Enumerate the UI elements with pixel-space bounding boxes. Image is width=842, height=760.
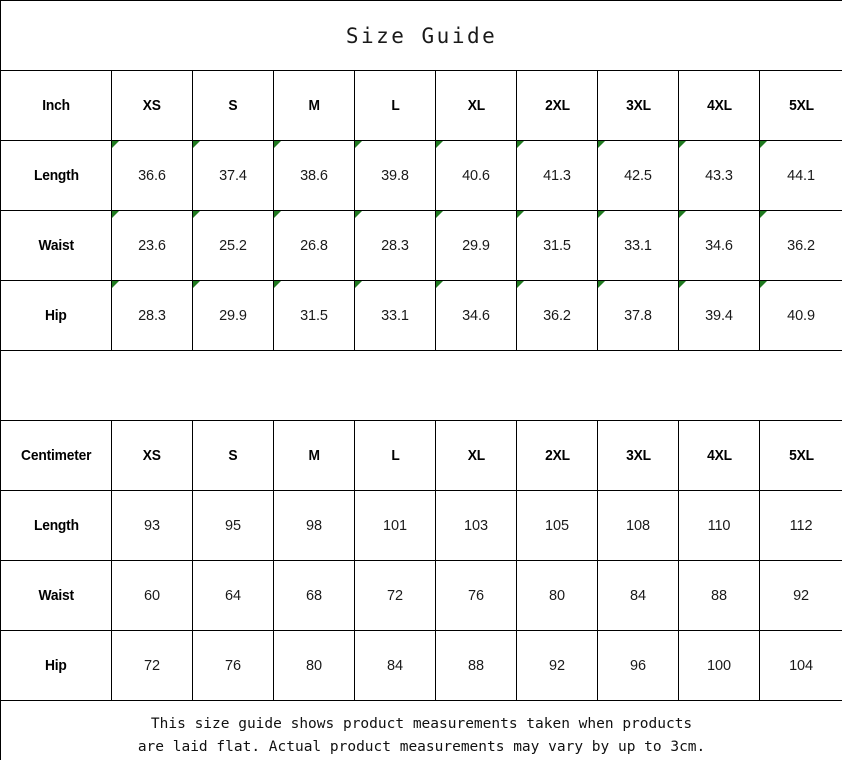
footer-note: This size guide shows product measuremen… bbox=[137, 716, 706, 755]
table-separator bbox=[0, 350, 842, 421]
cm-header-xl: XL bbox=[435, 420, 517, 491]
inch-waist-xs: 23.6 bbox=[111, 210, 193, 281]
inch-header-5xl: 5XL bbox=[758, 70, 842, 141]
inch-hip-2xl: 36.2 bbox=[516, 280, 598, 351]
inch-header-2xl: 2XL bbox=[516, 70, 598, 141]
cm-length-5xl: 112 bbox=[758, 490, 842, 561]
inch-hip-4xl: 39.4 bbox=[678, 280, 760, 351]
table-row: Waist 60 64 68 72 76 80 bbox=[0, 560, 842, 631]
cm-hip-s: 76 bbox=[192, 630, 274, 701]
cm-header-s: S bbox=[192, 420, 274, 491]
page-title: Size Guide bbox=[345, 23, 498, 48]
inch-waist-s: 25.2 bbox=[192, 210, 274, 281]
footer-note-cell: This size guide shows product measuremen… bbox=[0, 700, 842, 760]
cm-waist-4xl: 88 bbox=[678, 560, 760, 631]
table-row: Length 36.6 37.4 38.6 39.8 40.6 bbox=[0, 140, 842, 211]
document-title-cell: Size Guide bbox=[0, 0, 842, 71]
cm-length-4xl: 110 bbox=[678, 490, 760, 561]
cm-hip-3xl: 96 bbox=[597, 630, 679, 701]
inch-row-label-waist: Waist bbox=[0, 210, 112, 281]
inch-header-xl: XL bbox=[435, 70, 517, 141]
table-row: Waist 23.6 25.2 26.8 28.3 29.9 3 bbox=[0, 210, 842, 281]
cm-waist-xl: 76 bbox=[435, 560, 517, 631]
inch-length-3xl: 42.5 bbox=[597, 140, 679, 211]
cm-waist-s: 64 bbox=[192, 560, 274, 631]
table-row: Length 93 95 98 101 103 105 bbox=[0, 490, 842, 561]
cm-header-3xl: 3XL bbox=[597, 420, 679, 491]
inch-waist-xl: 29.9 bbox=[435, 210, 517, 281]
cm-hip-m: 80 bbox=[273, 630, 355, 701]
inch-hip-l: 33.1 bbox=[354, 280, 436, 351]
inch-length-s: 37.4 bbox=[192, 140, 274, 211]
cm-waist-5xl: 92 bbox=[758, 560, 842, 631]
inch-length-4xl: 43.3 bbox=[678, 140, 760, 211]
cm-unit-header: Centimeter bbox=[0, 420, 112, 491]
cm-waist-m: 68 bbox=[273, 560, 355, 631]
cm-header-row: Centimeter XS S M L XL 2XL bbox=[0, 420, 842, 491]
inch-header-xs: XS bbox=[111, 70, 193, 141]
inch-hip-3xl: 37.8 bbox=[597, 280, 679, 351]
cm-header-2xl: 2XL bbox=[516, 420, 598, 491]
inch-header-row: Inch XS S M L XL 2XL bbox=[0, 70, 842, 141]
cm-row-label-hip: Hip bbox=[0, 630, 112, 701]
inch-length-m: 38.6 bbox=[273, 140, 355, 211]
cm-waist-xs: 60 bbox=[111, 560, 193, 631]
table-row: Hip 28.3 29.9 31.5 33.1 34.6 36. bbox=[0, 280, 842, 351]
spacer-row bbox=[0, 350, 842, 421]
inch-length-2xl: 41.3 bbox=[516, 140, 598, 211]
inch-row-label-length: Length bbox=[0, 140, 112, 211]
cm-row-label-length: Length bbox=[0, 490, 112, 561]
cm-hip-2xl: 92 bbox=[516, 630, 598, 701]
cm-waist-l: 72 bbox=[354, 560, 436, 631]
cm-hip-l: 84 bbox=[354, 630, 436, 701]
inch-header-3xl: 3XL bbox=[597, 70, 679, 141]
cm-waist-2xl: 80 bbox=[516, 560, 598, 631]
inch-header-s: S bbox=[192, 70, 274, 141]
inch-waist-5xl: 36.2 bbox=[758, 210, 842, 281]
table-row: Hip 72 76 80 84 88 92 bbox=[0, 630, 842, 701]
inch-hip-s: 29.9 bbox=[192, 280, 274, 351]
cm-length-m: 98 bbox=[273, 490, 355, 561]
inch-waist-3xl: 33.1 bbox=[597, 210, 679, 281]
inch-hip-xl: 34.6 bbox=[435, 280, 517, 351]
cm-length-3xl: 108 bbox=[597, 490, 679, 561]
cm-length-s: 95 bbox=[192, 490, 274, 561]
footer-row: This size guide shows product measuremen… bbox=[0, 700, 842, 760]
cm-header-5xl: 5XL bbox=[758, 420, 842, 491]
inch-hip-m: 31.5 bbox=[273, 280, 355, 351]
cm-hip-xl: 88 bbox=[435, 630, 517, 701]
cm-hip-xs: 72 bbox=[111, 630, 193, 701]
cm-header-m: M bbox=[273, 420, 355, 491]
cm-length-xl: 103 bbox=[435, 490, 517, 561]
cm-hip-5xl: 104 bbox=[758, 630, 842, 701]
title-row: Size Guide bbox=[0, 0, 842, 71]
cm-waist-3xl: 84 bbox=[597, 560, 679, 631]
cm-hip-4xl: 100 bbox=[678, 630, 760, 701]
cm-header-xs: XS bbox=[111, 420, 193, 491]
cm-header-4xl: 4XL bbox=[678, 420, 760, 491]
inch-row-label-hip: Hip bbox=[0, 280, 112, 351]
inch-waist-l: 28.3 bbox=[354, 210, 436, 281]
inch-length-xs: 36.6 bbox=[111, 140, 193, 211]
cm-length-2xl: 105 bbox=[516, 490, 598, 561]
inch-hip-5xl: 40.9 bbox=[758, 280, 842, 351]
inch-waist-2xl: 31.5 bbox=[516, 210, 598, 281]
inch-unit-header: Inch bbox=[0, 70, 112, 141]
cm-length-l: 101 bbox=[354, 490, 436, 561]
inch-waist-4xl: 34.6 bbox=[678, 210, 760, 281]
inch-length-xl: 40.6 bbox=[435, 140, 517, 211]
inch-header-4xl: 4XL bbox=[678, 70, 760, 141]
cm-row-label-waist: Waist bbox=[0, 560, 112, 631]
inch-hip-xs: 28.3 bbox=[111, 280, 193, 351]
inch-waist-m: 26.8 bbox=[273, 210, 355, 281]
cm-length-xs: 93 bbox=[111, 490, 193, 561]
inch-length-l: 39.8 bbox=[354, 140, 436, 211]
cm-header-l: L bbox=[354, 420, 436, 491]
inch-header-l: L bbox=[354, 70, 436, 141]
inch-length-5xl: 44.1 bbox=[758, 140, 842, 211]
inch-header-m: M bbox=[273, 70, 355, 141]
